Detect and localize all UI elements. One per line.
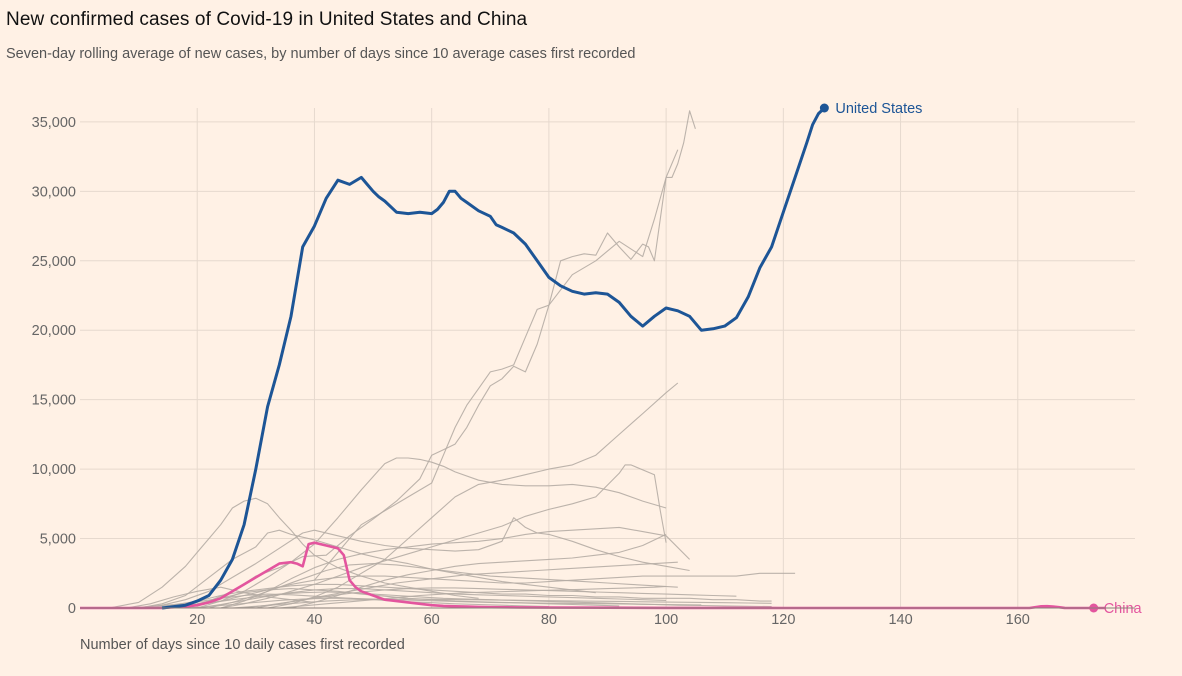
- series-line-other: [109, 497, 479, 609]
- series-line-other: [279, 585, 667, 609]
- chart-subtitle: Seven-day rolling average of new cases, …: [6, 46, 636, 62]
- x-tick-label: 40: [306, 612, 322, 628]
- series-line-other: [185, 597, 702, 609]
- series-line-other: [255, 561, 678, 609]
- y-tick-label: 10,000: [32, 462, 76, 478]
- other-countries-lines: [109, 110, 796, 609]
- x-tick-label: 120: [771, 612, 795, 628]
- series-line-other: [244, 587, 737, 609]
- x-tick-label: 160: [1006, 612, 1030, 628]
- series-line-other: [197, 588, 667, 609]
- x-tick-label: 80: [541, 612, 557, 628]
- series-line-other: [197, 457, 667, 609]
- china-end-label: China: [1104, 601, 1143, 617]
- x-axis-label: Number of days since 10 daily cases firs…: [80, 637, 405, 653]
- chart-title: New confirmed cases of Covid-19 in Unite…: [6, 9, 528, 30]
- us-end-marker: [819, 103, 829, 113]
- y-tick-label: 0: [68, 601, 76, 617]
- series-line-other: [267, 382, 679, 609]
- series-line-other: [220, 526, 690, 609]
- axes: 0 5,000 10,000 15,000 20,000 25,000 30,000 35,0…: [32, 115, 1135, 628]
- series-line-other: [185, 149, 679, 609]
- series-line-other: [208, 563, 678, 609]
- y-tick-label: 35,000: [32, 115, 76, 131]
- us-end-label: United States: [835, 101, 922, 117]
- series-line-other: [126, 586, 315, 609]
- y-tick-label: 30,000: [32, 184, 76, 200]
- series-line-other: [138, 517, 690, 609]
- y-tick-label: 25,000: [32, 254, 76, 270]
- y-tick-label: 20,000: [32, 323, 76, 339]
- series-line-united-states: [161, 106, 826, 610]
- x-tick-label: 20: [189, 612, 205, 628]
- x-tick-label: 60: [424, 612, 440, 628]
- series-line-other: [232, 598, 772, 609]
- series-line-other: [220, 464, 667, 609]
- series-line-other: [313, 110, 696, 581]
- x-tick-label: 140: [888, 612, 912, 628]
- highlighted-lines: United States China: [80, 101, 1143, 617]
- y-tick-label: 5,000: [40, 532, 76, 548]
- y-tick-label: 15,000: [32, 393, 76, 409]
- grid: [80, 108, 1135, 608]
- x-tick-label: 100: [654, 612, 678, 628]
- series-line-other: [150, 583, 772, 609]
- series-line-other: [290, 533, 667, 609]
